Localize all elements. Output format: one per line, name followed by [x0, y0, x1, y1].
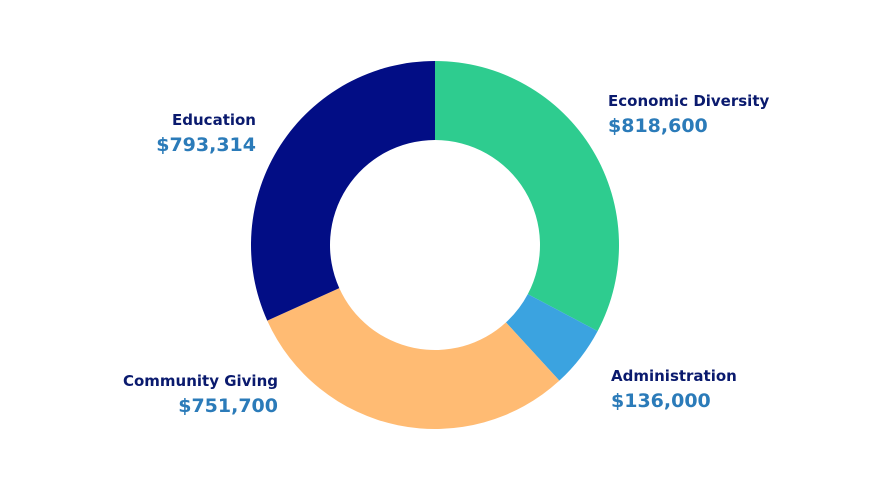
donut-slice: [505, 294, 598, 381]
slice-label: Economic Diversity: [608, 92, 769, 110]
slice-value: $818,600: [608, 115, 708, 137]
slice-label: Community Giving: [123, 372, 278, 390]
slice-value: $793,314: [156, 134, 256, 156]
donut-slice: [250, 61, 435, 321]
slice-label: Education: [172, 111, 256, 129]
slice-value: $136,000: [611, 390, 711, 412]
donut-slice: [267, 288, 560, 429]
donut-slice: [435, 61, 619, 332]
slice-label: Administration: [611, 367, 737, 385]
slice-value: $751,700: [178, 395, 278, 417]
